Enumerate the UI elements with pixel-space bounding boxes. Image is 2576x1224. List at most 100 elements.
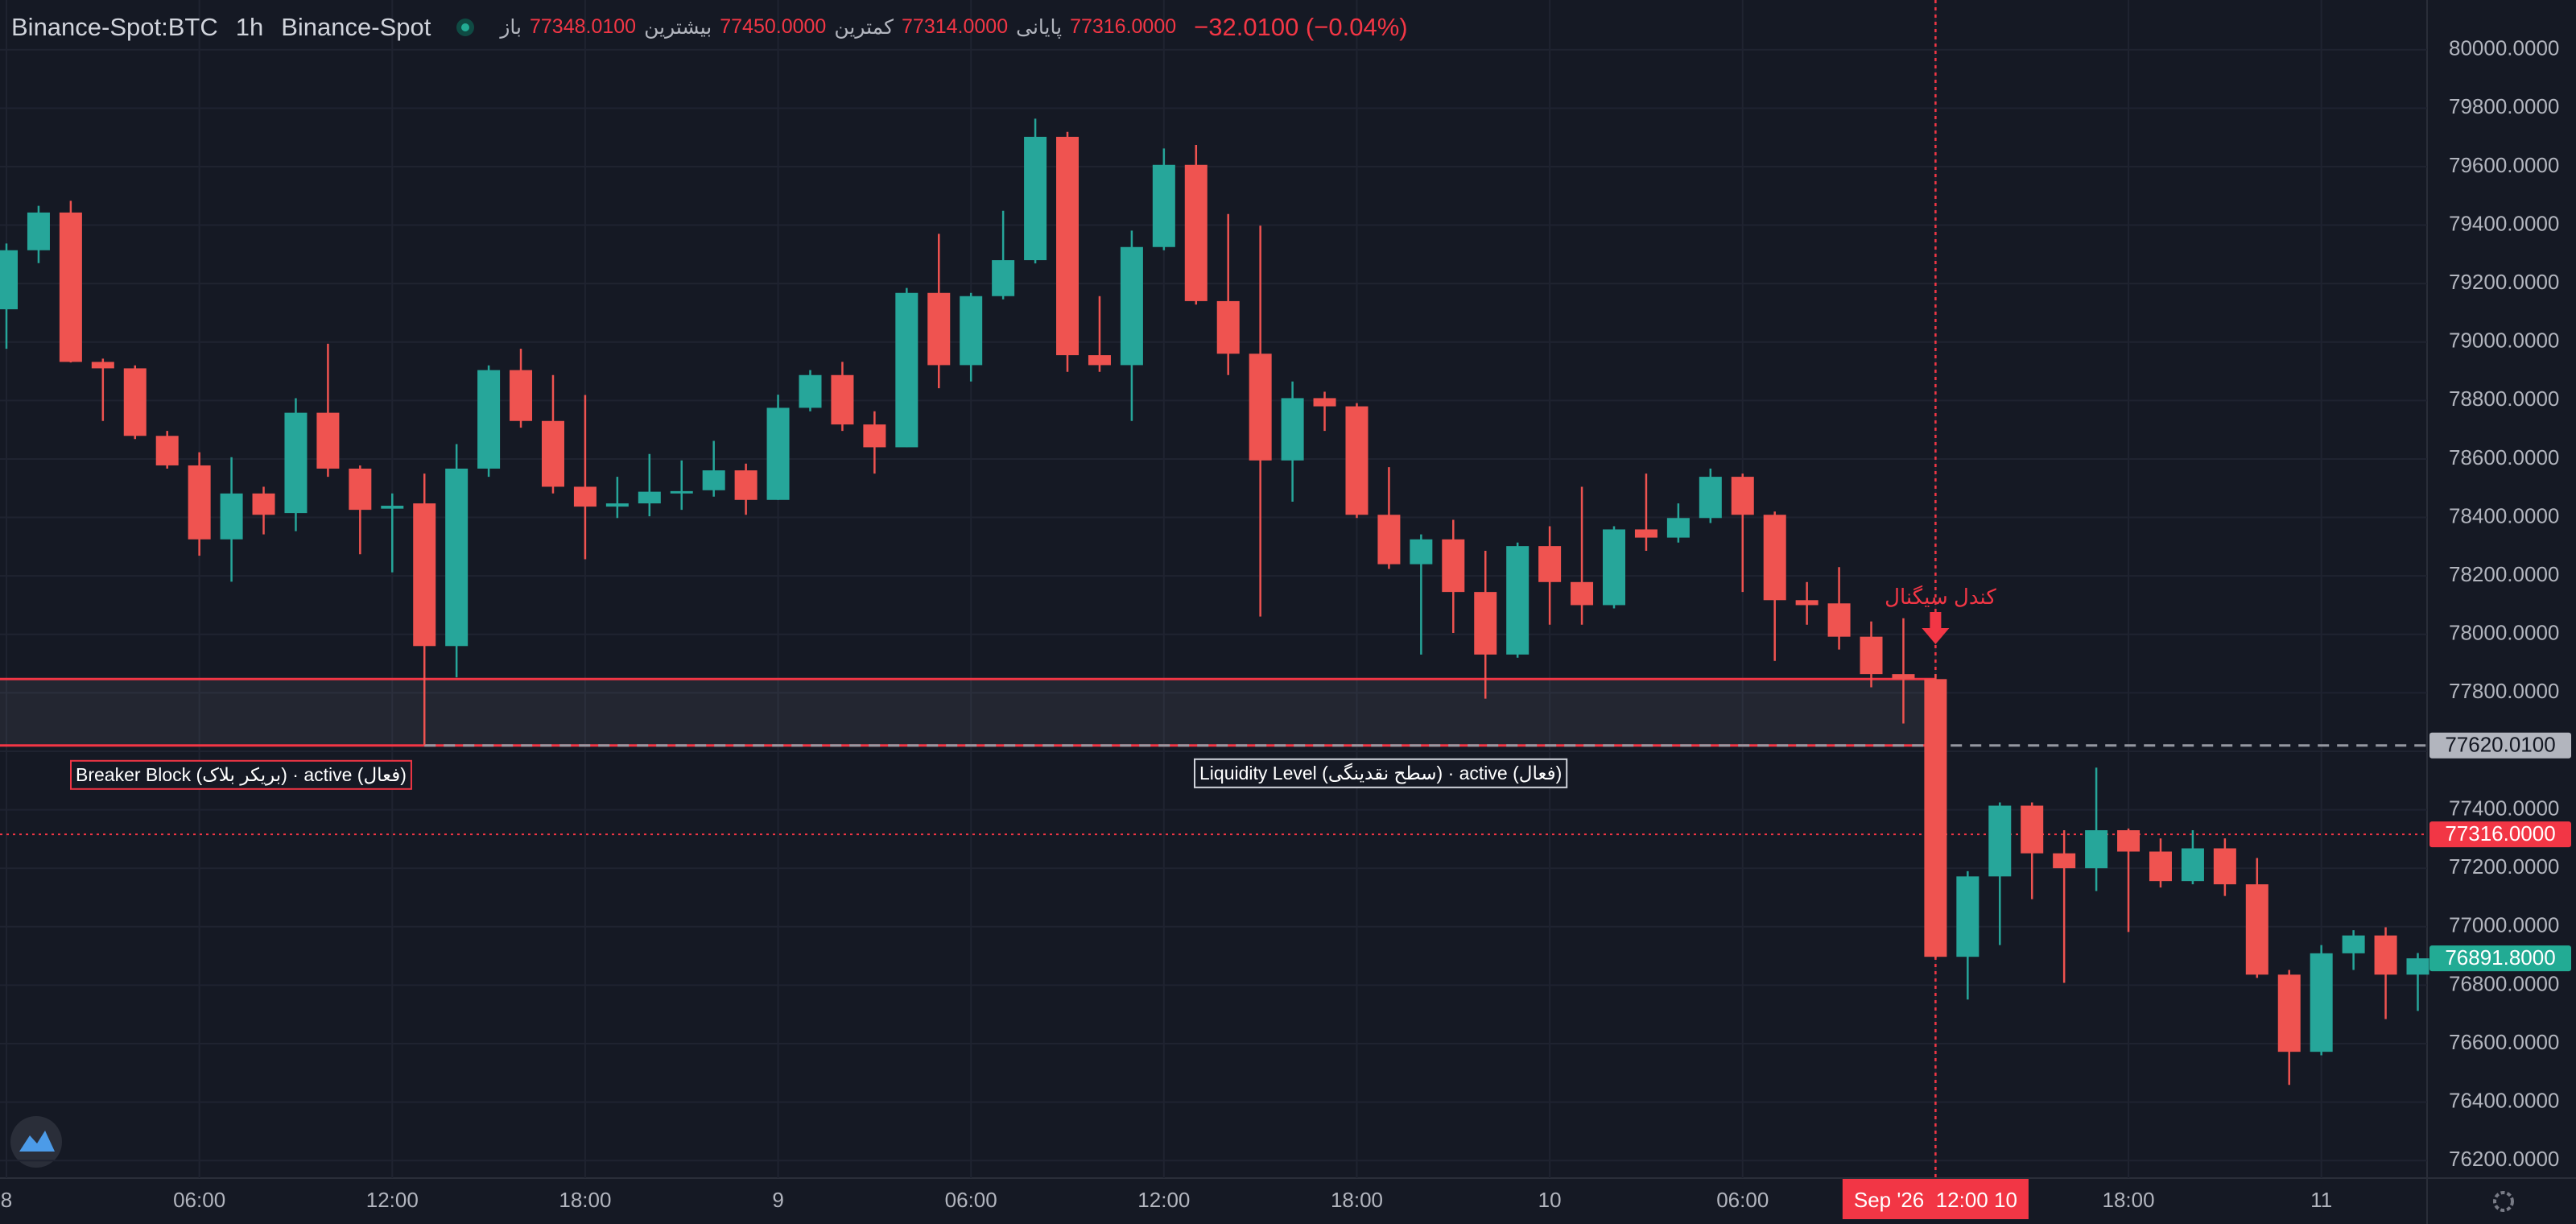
candle-body <box>188 465 211 540</box>
candle-body <box>1345 406 1368 515</box>
y-tick-label: 76200.0000 <box>2449 1147 2559 1171</box>
candle-body <box>1249 354 1272 461</box>
status-dot <box>456 19 475 36</box>
ohlc-label: باز <box>500 16 522 39</box>
x-tick-label: 06:00 <box>945 1188 997 1212</box>
candle-body <box>220 493 243 540</box>
price-label: 76891.8000 <box>2445 945 2555 970</box>
crosshair-time-label: Sep '26 12:00 10 <box>1854 1188 2017 1212</box>
candle-body <box>2117 829 2140 852</box>
candle-body <box>2053 853 2076 869</box>
candle-body <box>2406 958 2429 975</box>
x-tick-label: 10 <box>1538 1188 1562 1212</box>
change: −32.0100 (−0.04%) <box>1194 13 1408 41</box>
x-tick-label: 12:00 <box>366 1188 419 1212</box>
settings-icon[interactable] <box>2493 1191 2514 1212</box>
ohlc-label: کمترین <box>834 16 894 39</box>
y-tick-label: 80000.0000 <box>2449 36 2559 60</box>
candle-body <box>381 506 404 509</box>
x-tick-label: 06:00 <box>173 1188 225 1212</box>
candle-body <box>155 436 179 465</box>
candle-body <box>638 491 661 504</box>
candle-body <box>1731 477 1754 515</box>
candle-body <box>2245 884 2268 975</box>
signal-arrow <box>1922 612 1950 644</box>
y-tick-label: 78800.0000 <box>2449 387 2559 411</box>
x-tick-label: 8 <box>1 1188 12 1212</box>
price-label-box <box>2429 945 2571 972</box>
candle-body <box>799 374 822 408</box>
interval[interactable]: 1h <box>235 13 264 41</box>
y-tick-label: 77000.0000 <box>2449 913 2559 937</box>
x-tick-label: 11 <box>2310 1188 2332 1212</box>
candle-body <box>1474 592 1497 655</box>
ohlc-label: بیشترین <box>644 16 712 39</box>
liquidity-label-box <box>1194 758 1568 788</box>
ohlc-value: 77316.0000 <box>1070 15 1177 38</box>
candle-body <box>1860 636 1883 675</box>
candle-body <box>1827 603 1851 637</box>
candle-body <box>1506 546 1530 655</box>
zone-label-box <box>70 759 412 790</box>
price-label: 77620.0100 <box>2445 733 2555 757</box>
candle-body <box>541 420 564 487</box>
x-tick-label: 18:00 <box>2103 1188 2155 1212</box>
candle-body <box>605 503 629 507</box>
y-tick-label: 79800.0000 <box>2449 94 2559 118</box>
candle-body <box>863 424 886 448</box>
liquidity-label: Liquidity Level (سطح نقدینگی) · active (… <box>1199 763 1562 784</box>
candle-body <box>252 493 275 515</box>
candle-body <box>992 260 1015 296</box>
breaker-zone <box>0 679 1936 746</box>
candle-body <box>91 362 114 369</box>
candle-body <box>1184 164 1208 301</box>
y-tick-label: 78400.0000 <box>2449 503 2559 527</box>
candle-body <box>702 470 725 490</box>
candle-body <box>349 468 372 511</box>
candle-body <box>1410 539 1433 564</box>
logo-icon <box>19 1131 55 1152</box>
candle-body <box>927 292 951 366</box>
candle-body <box>284 412 308 514</box>
candle-body <box>27 212 50 250</box>
candle-body <box>1152 164 1175 247</box>
ohlc-value: 77450.0000 <box>720 15 827 38</box>
y-tick-label: 79400.0000 <box>2449 211 2559 235</box>
y-tick-label: 77800.0000 <box>2449 679 2559 703</box>
y-tick-label: 78000.0000 <box>2449 621 2559 645</box>
candle-body <box>1795 600 1818 606</box>
price-label-box <box>2429 732 2571 759</box>
y-tick-label: 78200.0000 <box>2449 562 2559 586</box>
crosshair-time-box <box>1842 1179 2029 1219</box>
candle-body <box>316 412 340 469</box>
candle-body <box>1442 539 1465 593</box>
candle-body <box>2181 848 2204 882</box>
price-label-box <box>2429 821 2571 848</box>
x-tick-label: 06:00 <box>1716 1188 1769 1212</box>
zone-label: Breaker Block (بریکر بلاک) · active (فعا… <box>76 764 407 786</box>
candle-body <box>510 370 533 421</box>
candle-body <box>1603 529 1625 606</box>
candle-body <box>2149 851 2172 882</box>
candle-body <box>1216 300 1240 354</box>
candle-body <box>1571 581 1594 606</box>
candle-body <box>734 470 758 500</box>
candle-body <box>1538 546 1562 582</box>
candle-body <box>670 490 693 494</box>
candle-body <box>831 374 854 425</box>
candle-body <box>477 370 501 469</box>
y-tick-label: 76600.0000 <box>2449 1030 2559 1054</box>
logo[interactable] <box>10 1116 62 1168</box>
candle-body <box>123 368 147 436</box>
candle-body <box>1377 515 1401 564</box>
signal-label: کندل سیگنال <box>1885 585 1996 609</box>
x-tick-label: 9 <box>772 1188 783 1212</box>
candle-body <box>1088 355 1111 366</box>
symbol[interactable]: Binance-Spot:BTC <box>11 13 218 41</box>
candle-body <box>2374 935 2397 975</box>
candle-body <box>2021 805 2044 854</box>
x-tick-label: 12:00 <box>1137 1188 1190 1212</box>
candle-body <box>1120 246 1143 366</box>
